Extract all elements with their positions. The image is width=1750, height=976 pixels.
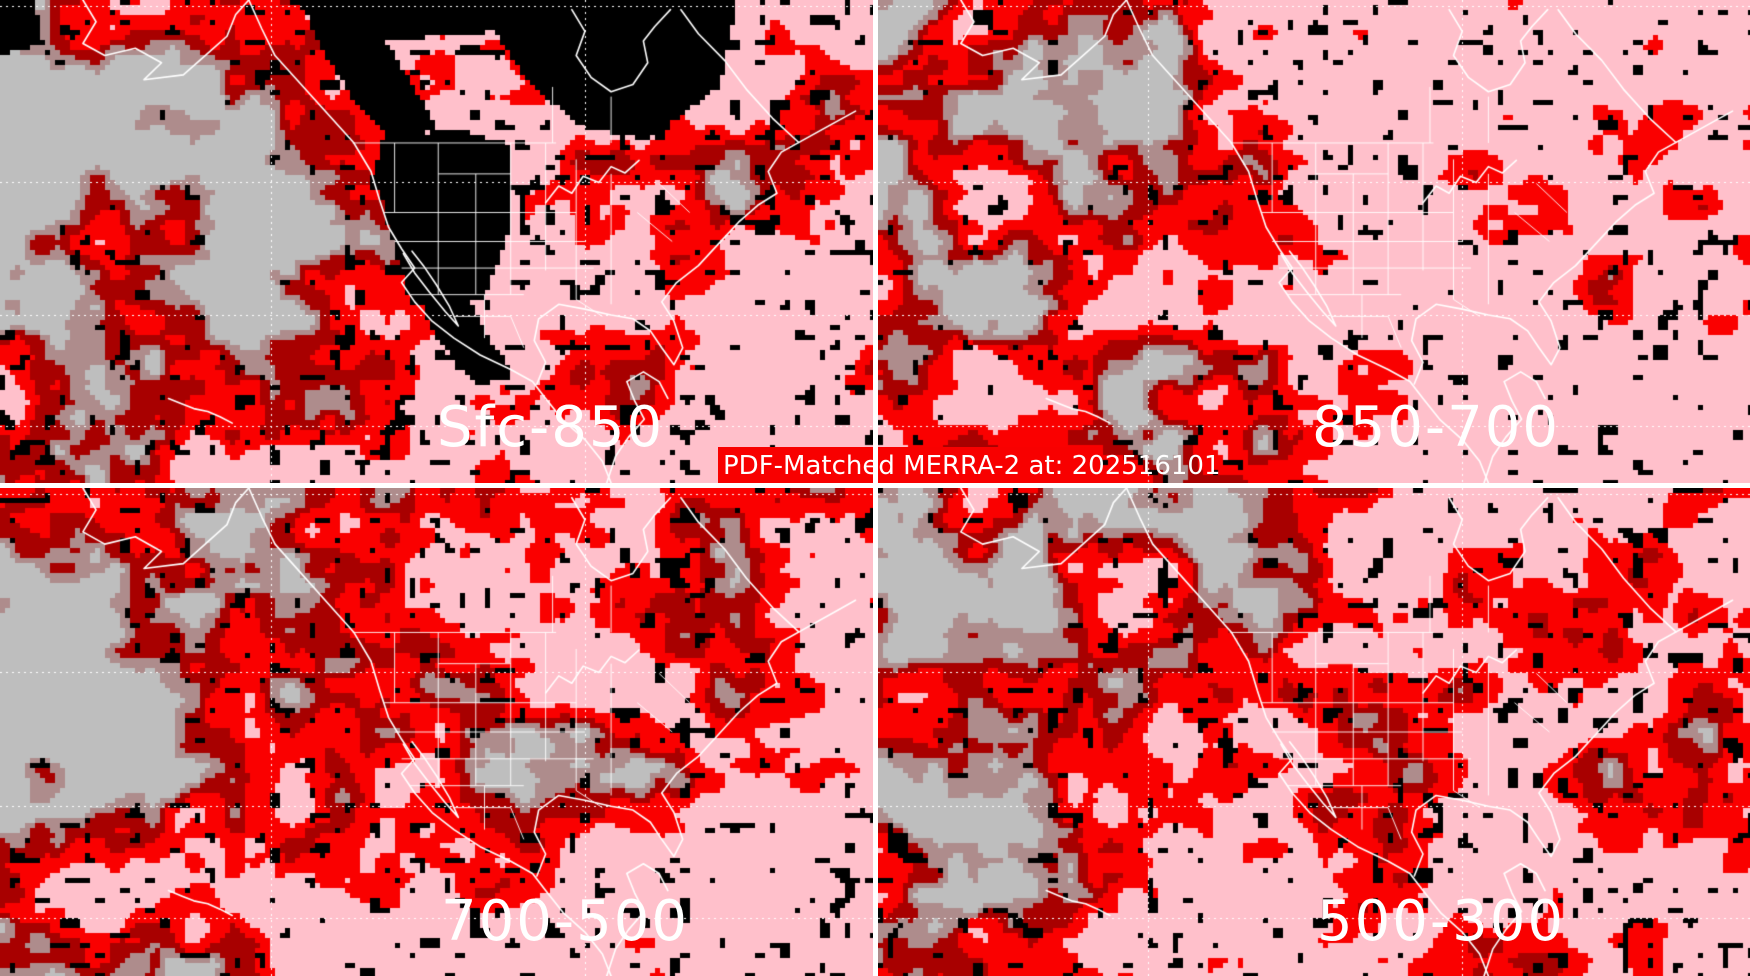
- horizontal-divider: [0, 483, 1750, 488]
- map-panel-sfc-850: [0, 0, 873, 483]
- caption-banner-text: PDF-Matched MERRA-2 at: 202516101: [723, 451, 1221, 481]
- map-panel-500-300: [878, 488, 1750, 976]
- caption-banner-background: [718, 447, 1100, 483]
- panel-label-500-300: 500-300: [1317, 889, 1565, 954]
- vertical-divider: [873, 0, 878, 976]
- panel-label-700-500: 700-500: [441, 889, 689, 954]
- panel-label-sfc-850: Sfc-850: [437, 395, 665, 460]
- map-panel-850-700: [878, 0, 1750, 483]
- map-panel-700-500: [0, 488, 873, 976]
- panel-label-850-700: 850-700: [1312, 395, 1560, 460]
